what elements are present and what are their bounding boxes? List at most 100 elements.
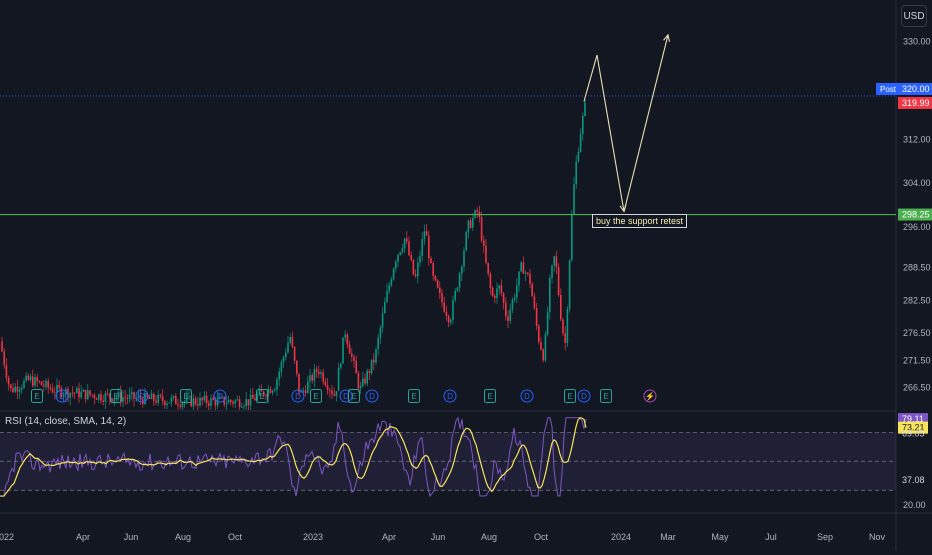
candle-body bbox=[443, 302, 445, 312]
candle-body bbox=[146, 393, 148, 397]
candle-body bbox=[544, 334, 547, 361]
candle-body bbox=[139, 395, 142, 400]
candle-body bbox=[390, 279, 393, 286]
candle-body bbox=[274, 389, 276, 391]
candle-body bbox=[340, 363, 342, 368]
candle-body bbox=[546, 312, 549, 335]
candle-body bbox=[527, 272, 529, 274]
candle-body bbox=[144, 393, 146, 405]
x-tick-label: May bbox=[711, 532, 729, 542]
candle-body bbox=[300, 391, 302, 393]
candle-body bbox=[100, 394, 102, 401]
candle-body bbox=[106, 393, 109, 395]
candle-body bbox=[3, 351, 5, 365]
candle-body bbox=[388, 285, 390, 291]
candle-body bbox=[467, 220, 470, 233]
candle-body bbox=[84, 389, 87, 400]
candle-body bbox=[346, 334, 349, 345]
candle-body bbox=[322, 372, 324, 382]
candle-body bbox=[205, 395, 208, 404]
candle-body bbox=[298, 373, 300, 393]
candle-body bbox=[568, 260, 571, 310]
candle-body bbox=[170, 397, 173, 403]
candle-body bbox=[549, 278, 551, 313]
candle-body bbox=[386, 290, 388, 302]
candle-body bbox=[69, 392, 71, 398]
rsi-title: RSI (14, close, SMA, 14, 2) bbox=[5, 416, 127, 427]
candle-body bbox=[414, 274, 417, 277]
candle-body bbox=[25, 375, 27, 381]
y-tick-label: 312.00 bbox=[903, 135, 931, 145]
candle-body bbox=[560, 295, 562, 320]
candle-body bbox=[78, 388, 80, 398]
candle-body bbox=[153, 393, 155, 401]
candle-body bbox=[498, 285, 500, 289]
x-tick-label: Jul bbox=[765, 532, 777, 542]
candle-body bbox=[241, 407, 243, 409]
candle-body bbox=[520, 262, 522, 272]
x-tick-label: Apr bbox=[76, 532, 90, 542]
candle-body bbox=[342, 337, 344, 364]
candle-body bbox=[516, 285, 518, 298]
candle-body bbox=[463, 250, 465, 267]
candle-body bbox=[353, 356, 355, 361]
candle-body bbox=[469, 220, 472, 228]
x-tick-label: 2022 bbox=[0, 532, 14, 542]
candle-body bbox=[366, 371, 368, 384]
candle-body bbox=[309, 375, 311, 382]
candle-body bbox=[247, 399, 250, 406]
candle-body bbox=[436, 280, 439, 288]
candle-body bbox=[175, 396, 177, 405]
y-tick-label: 276.50 bbox=[903, 328, 931, 338]
candle-body bbox=[533, 296, 536, 309]
candle-body bbox=[329, 389, 331, 391]
candle-body bbox=[500, 285, 503, 294]
candle-body bbox=[344, 334, 346, 338]
candle-body bbox=[148, 396, 151, 399]
candle-body bbox=[307, 381, 309, 394]
candle-body bbox=[362, 378, 364, 386]
candle-body bbox=[40, 381, 43, 386]
candle-body bbox=[454, 290, 456, 300]
event-marker-label: D bbox=[343, 392, 349, 401]
candle-body bbox=[238, 399, 241, 408]
candle-body bbox=[91, 394, 93, 396]
candle-body bbox=[49, 387, 52, 389]
candle-body bbox=[489, 273, 492, 289]
annotation-label[interactable]: buy the support retest bbox=[592, 214, 688, 228]
candle-body bbox=[89, 390, 91, 395]
candle-body bbox=[364, 378, 366, 384]
rsi-tag-value: 79.11 bbox=[902, 414, 924, 424]
candle-body bbox=[168, 402, 170, 404]
candle-body bbox=[428, 235, 430, 259]
candle-body bbox=[87, 390, 89, 400]
candle-body bbox=[194, 398, 197, 404]
event-marker-label: E bbox=[487, 392, 492, 401]
candle-body bbox=[234, 400, 236, 404]
candle-body bbox=[155, 400, 157, 403]
currency-button[interactable]: USD bbox=[901, 5, 927, 27]
candle-body bbox=[124, 397, 126, 399]
candle-body bbox=[557, 267, 560, 296]
candle-body bbox=[249, 394, 252, 406]
candle-body bbox=[12, 388, 14, 392]
earnings-marker bbox=[256, 389, 268, 403]
candle-body bbox=[109, 393, 111, 399]
candle-body bbox=[487, 262, 489, 274]
candle-body bbox=[221, 396, 223, 398]
candle-body bbox=[18, 389, 21, 392]
y-tick-label: 330.00 bbox=[903, 36, 931, 46]
candle-body bbox=[76, 388, 78, 394]
candle-body bbox=[485, 245, 487, 263]
candle-body bbox=[179, 405, 181, 407]
candle-body bbox=[320, 372, 322, 374]
x-tick-label: Apr bbox=[382, 532, 396, 542]
candle-body bbox=[507, 316, 509, 321]
candle-body bbox=[113, 399, 115, 402]
candle-body bbox=[505, 302, 507, 317]
candle-body bbox=[476, 210, 478, 212]
candle-body bbox=[401, 248, 404, 253]
candle-body bbox=[21, 387, 23, 390]
candle-body bbox=[43, 385, 45, 387]
